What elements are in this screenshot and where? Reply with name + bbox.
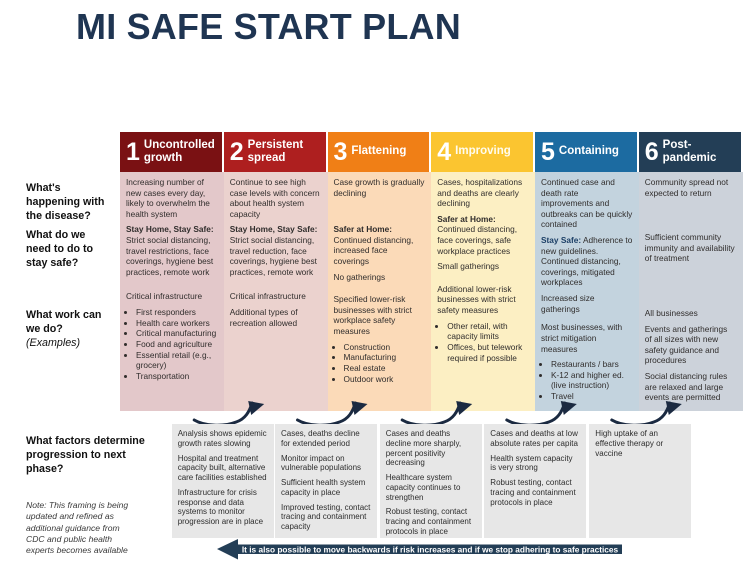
svg-text:It is also possible to move ba: It is also possible to move backwards if… — [242, 544, 619, 554]
